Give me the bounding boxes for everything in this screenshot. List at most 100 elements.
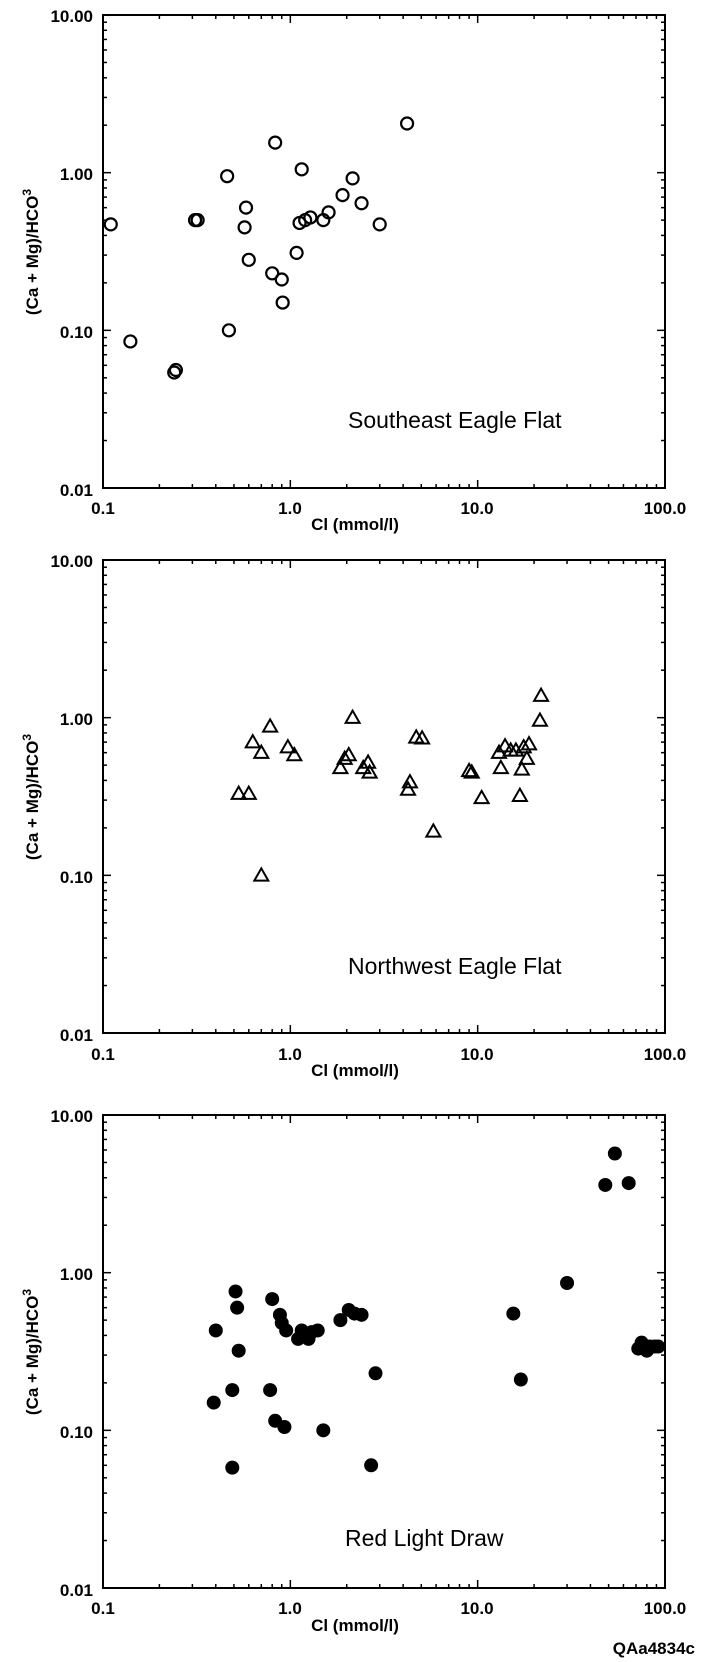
y-tick-label-0-01: 0.01 [60,481,93,500]
data-point [368,1366,383,1381]
data-point [265,266,280,281]
data-point [123,334,138,349]
y-tick-label-1: 1.00 [60,1265,93,1284]
y-tick-label-0-1: 0.10 [60,323,93,342]
data-point [401,773,419,789]
data-point [345,171,360,186]
y-axis-label-text: (Ca + Mg)/HCO [23,1296,42,1415]
data-point [340,745,358,762]
data-point [274,272,289,287]
data-point [331,758,350,775]
y-axis-label-superscript: 3 [20,734,34,741]
y-axis-label-text: (Ca + Mg)/HCO [23,196,42,315]
panel-title: Northwest Eagle Flat [348,953,562,979]
x-tick-label-0-1: 0.1 [91,1599,115,1618]
tick-marks [102,15,665,489]
data-point [514,738,533,754]
y-tick-label-0-1: 0.10 [60,1423,93,1442]
data-point [518,749,536,765]
plot-frame [102,1114,666,1589]
data-point [263,1383,278,1398]
y-axis-label: (Ca + Mg)/HCO3 [20,1289,42,1415]
data-point [244,733,262,749]
data-point [225,1383,240,1398]
data-point [275,295,290,310]
data-point [321,205,336,220]
x-axis-label: Cl (mmol/l) [311,515,399,534]
data-point [335,749,354,765]
x-tick-label-1: 1.0 [278,499,302,518]
data-point [229,784,248,800]
data-point [252,743,271,759]
y-tick-label-0-1: 0.10 [60,868,93,887]
data-point [460,761,478,778]
x-axis-label: Cl (mmol/l) [311,1061,399,1080]
x-tick-label-10: 10.0 [460,499,493,518]
data-point [506,1306,521,1321]
tick-marks [102,560,665,1034]
data-point [268,135,283,150]
data-point [531,711,549,727]
panel-title: Red Light Draw [345,1525,504,1551]
tick-marks [102,1115,665,1589]
data-point [228,1284,243,1299]
data-point [463,763,481,779]
y-axis-label: (Ca + Mg)/HCO3 [20,734,42,860]
plot-frame [102,559,666,1034]
x-tick-label-100: 100.0 [644,499,687,518]
data-point [168,362,184,378]
data-point [221,323,237,338]
data-point [372,217,387,232]
data-point [513,760,531,776]
data-point [354,1307,369,1322]
data-point [277,1419,292,1434]
x-tick-label-100: 100.0 [644,1045,687,1064]
data-points [103,116,415,380]
y-axis-label: (Ca + Mg)/HCO3 [20,189,42,315]
data-point [316,1423,331,1438]
data-point [241,252,256,267]
data-point [285,745,304,762]
panel-title: Southeast Eagle Flat [348,407,562,433]
data-point [651,1339,666,1354]
y-axis-label-text: (Ca + Mg)/HCO [23,741,42,860]
data-point [303,210,318,225]
panel-southeast-eagle-flat: 10.00 1.00 0.10 0.01 0.1 1.0 10.0 100.0 … [20,7,686,534]
data-point [279,738,297,754]
data-point [607,1146,622,1161]
y-tick-label-1: 1.00 [60,710,93,729]
data-point [333,1313,348,1328]
y-tick-label-10: 10.00 [50,552,93,571]
data-point [289,245,304,260]
data-point [231,1343,246,1358]
x-tick-label-0-1: 0.1 [91,499,115,518]
x-tick-label-10: 10.0 [460,1045,493,1064]
data-point [335,188,350,203]
data-point [261,717,279,733]
y-axis-label-superscript: 3 [20,189,34,196]
data-points [229,686,550,882]
x-tick-label-1: 1.0 [278,1045,302,1064]
x-tick-label-1: 1.0 [278,1599,302,1618]
data-point [472,788,491,805]
figure-code: QAa4834c [613,1639,695,1658]
x-axis-label: Cl (mmol/l) [311,1616,399,1635]
data-point [360,763,379,779]
data-point [103,217,118,232]
data-point [208,1323,223,1338]
data-point [511,786,529,802]
data-point [220,169,235,184]
data-point [279,1323,294,1338]
data-point [520,735,538,751]
data-point [240,784,258,800]
data-point [238,200,254,215]
data-point [560,1275,575,1290]
x-tick-label-0-1: 0.1 [91,1045,115,1064]
y-tick-label-10: 10.00 [50,1107,93,1126]
data-point [225,1460,240,1475]
data-point [621,1176,636,1191]
y-tick-label-10: 10.00 [50,7,93,26]
data-point [265,1292,280,1307]
data-point [294,162,309,177]
